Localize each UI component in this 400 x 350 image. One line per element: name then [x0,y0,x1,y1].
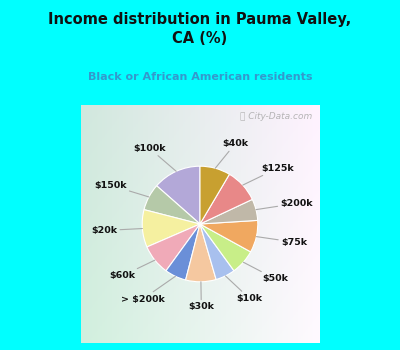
Wedge shape [200,199,258,224]
Wedge shape [142,210,200,247]
Wedge shape [147,224,200,271]
Wedge shape [144,186,200,224]
Text: $150k: $150k [94,181,149,197]
Text: ⓘ City-Data.com: ⓘ City-Data.com [240,112,312,121]
Text: Income distribution in Pauma Valley,
CA (%): Income distribution in Pauma Valley, CA … [48,12,352,46]
Text: $20k: $20k [91,226,142,235]
Text: $50k: $50k [243,262,288,284]
Wedge shape [200,224,251,271]
Text: $40k: $40k [215,140,248,168]
Wedge shape [200,220,258,252]
Text: $30k: $30k [188,282,214,312]
Text: $10k: $10k [226,276,263,303]
Wedge shape [200,174,252,224]
Wedge shape [186,224,216,282]
Text: $200k: $200k [256,199,313,210]
Text: Black or African American residents: Black or African American residents [88,72,312,82]
Text: > $200k: > $200k [121,276,175,303]
Wedge shape [200,166,230,224]
Text: $75k: $75k [256,237,307,247]
Text: $100k: $100k [133,144,176,171]
Wedge shape [200,224,234,280]
Wedge shape [157,166,200,224]
Text: $125k: $125k [243,164,294,185]
Wedge shape [166,224,200,280]
Text: $60k: $60k [109,260,155,280]
